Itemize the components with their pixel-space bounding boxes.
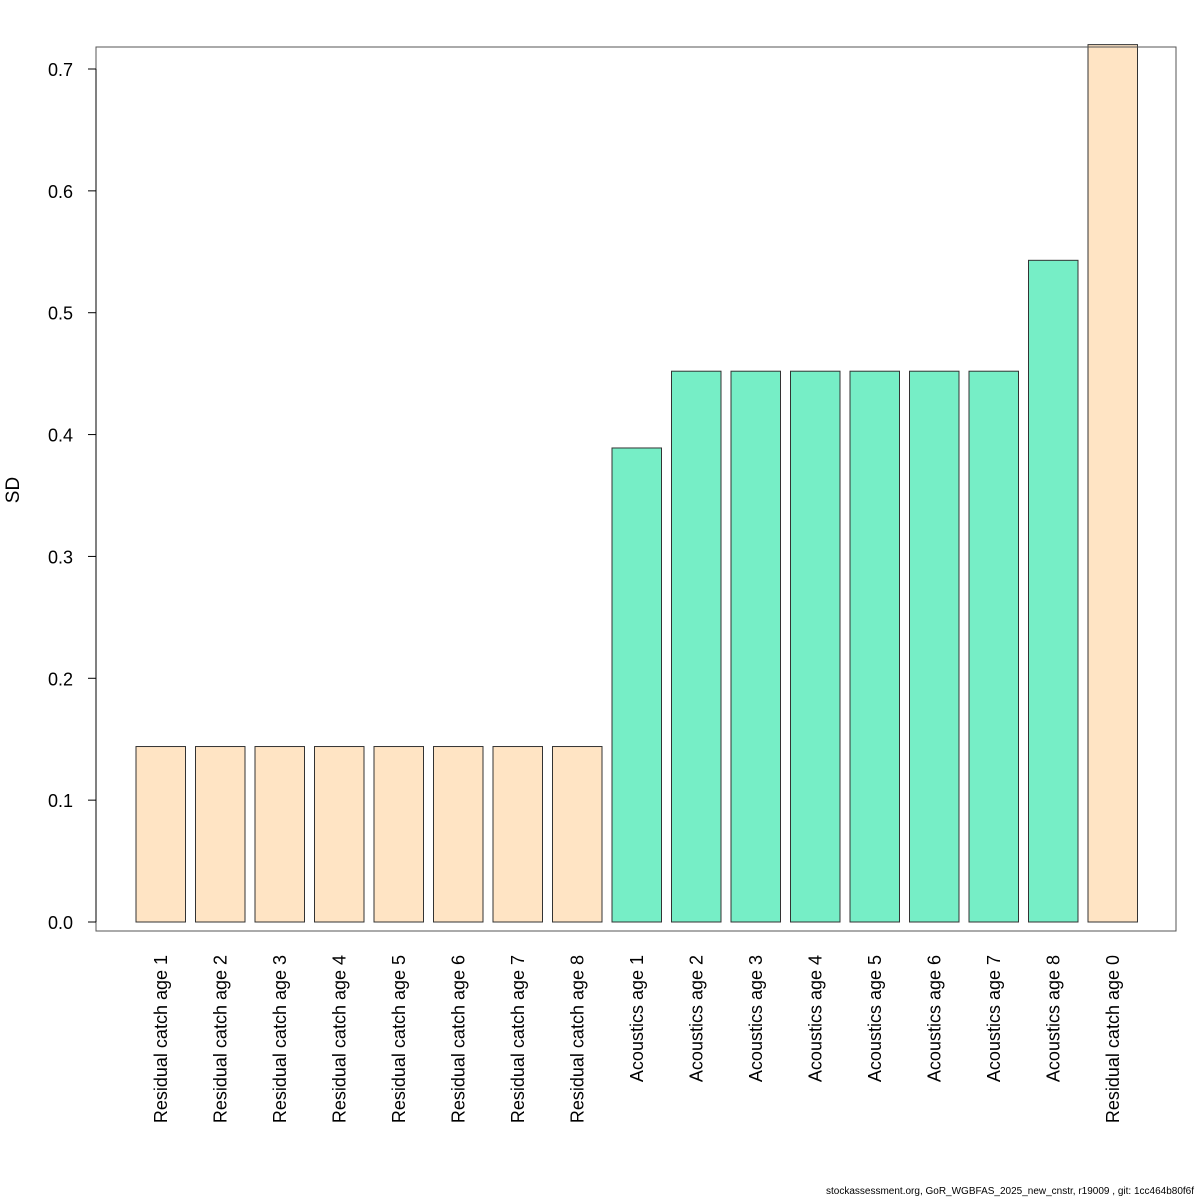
x-tick-label-11: Acoustics age 3 <box>746 955 766 1082</box>
bar-1 <box>135 746 186 923</box>
y-tick-label: 0.0 <box>48 913 73 933</box>
x-tick-label-2: Residual catch age 2 <box>210 955 230 1123</box>
bar-8 <box>552 746 603 923</box>
y-tick-label: 0.3 <box>48 547 73 567</box>
y-axis-title: SD <box>3 477 24 503</box>
x-tick-label-9: Acoustics age 1 <box>627 955 647 1082</box>
y-tick-label: 0.5 <box>48 304 73 324</box>
x-tick-label-17: Residual catch age 0 <box>1103 955 1123 1123</box>
bar-4 <box>314 746 365 923</box>
y-axis: 0.0 0.1 0.2 0.3 0.4 0.5 0.6 0.7 <box>48 60 97 933</box>
x-tick-label-14: Acoustics age 6 <box>924 955 944 1082</box>
footer-credit: stockassessment.org, GoR_WGBFAS_2025_new… <box>826 1186 1194 1197</box>
x-tick-label-6: Residual catch age 6 <box>448 955 468 1123</box>
y-tick-label: 0.2 <box>48 669 73 689</box>
x-tick-label-13: Acoustics age 5 <box>865 955 885 1082</box>
bar-6 <box>433 746 484 923</box>
y-tick-label: 0.7 <box>48 60 73 80</box>
bar-2 <box>195 746 246 923</box>
bar-5 <box>373 746 424 923</box>
x-tick-label-1: Residual catch age 1 <box>151 955 171 1123</box>
bar-7 <box>492 746 543 923</box>
y-tick-label: 0.4 <box>48 426 73 446</box>
bar-17 <box>1087 44 1138 923</box>
x-tick-label-4: Residual catch age 4 <box>329 955 349 1123</box>
x-tick-label-12: Acoustics age 4 <box>805 955 825 1082</box>
bar-13 <box>849 370 900 923</box>
bar-12 <box>790 370 841 923</box>
x-tick-label-16: Acoustics age 8 <box>1043 955 1063 1082</box>
bar-3 <box>254 746 305 923</box>
bar-10 <box>671 370 722 923</box>
bars-group <box>135 44 1138 923</box>
bar-14 <box>909 370 960 923</box>
y-tick-label: 0.6 <box>48 182 73 202</box>
x-tick-label-5: Residual catch age 5 <box>389 955 409 1123</box>
x-tick-label-7: Residual catch age 7 <box>508 955 528 1123</box>
x-axis-labels: Residual catch age 1 Residual catch age 2… <box>151 955 1123 1123</box>
x-tick-label-3: Residual catch age 3 <box>270 955 290 1123</box>
bar-15 <box>968 370 1019 923</box>
x-tick-label-8: Residual catch age 8 <box>567 955 587 1123</box>
x-tick-label-10: Acoustics age 2 <box>686 955 706 1082</box>
bar-9 <box>611 447 662 923</box>
y-tick-label: 0.1 <box>48 791 73 811</box>
bar-16 <box>1028 259 1079 923</box>
bar-11 <box>730 370 781 923</box>
x-tick-label-15: Acoustics age 7 <box>984 955 1004 1082</box>
